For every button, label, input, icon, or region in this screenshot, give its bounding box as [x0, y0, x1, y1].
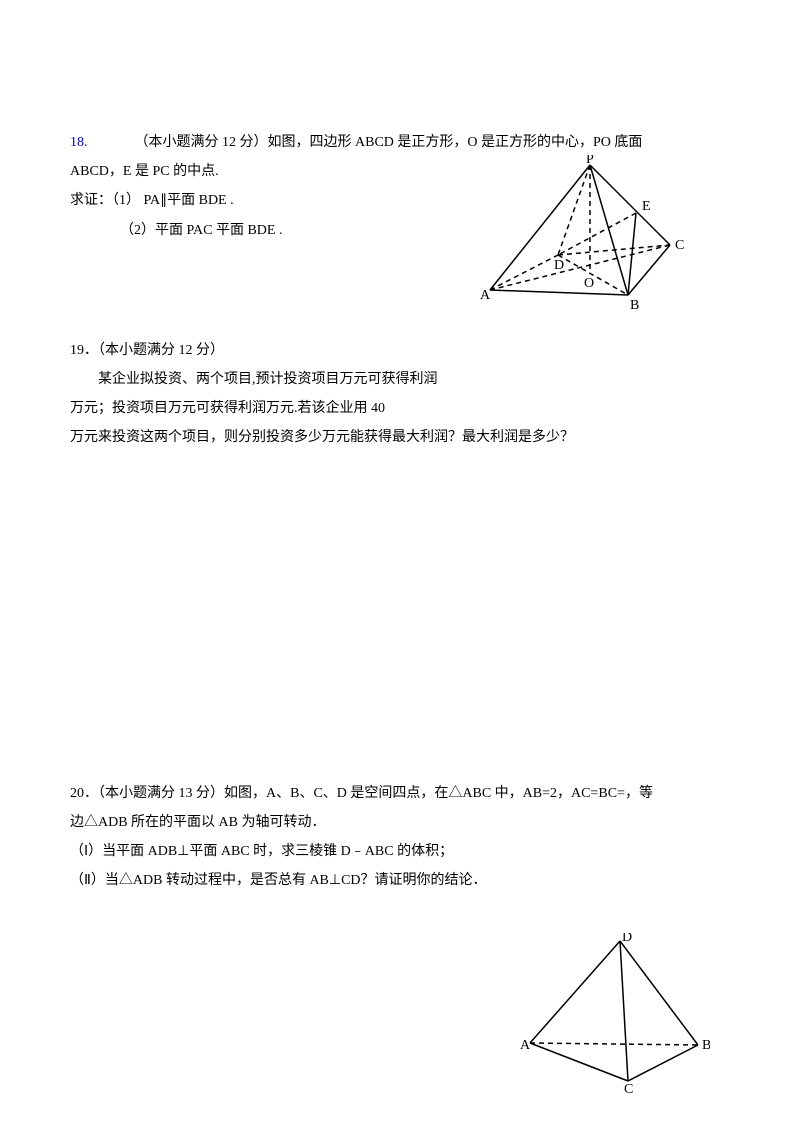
text: 某企业拟投资、两个项目,预计投资项目万元可获得利润: [98, 372, 438, 387]
problem-18: 18. （本小题满分 12 分）如图，四边形 ABCD 是正方形，O 是正方形的…: [70, 130, 730, 243]
label-b: B: [630, 298, 639, 313]
line: 18. （本小题满分 12 分）如图，四边形 ABCD 是正方形，O 是正方形的…: [70, 130, 730, 155]
line: 万元来投资这两个项目，则分别投资多少万元能获得最大利润？最大利润是多少？: [70, 425, 730, 450]
spacer: [70, 471, 730, 781]
line: 万元；投资项目万元可获得利润万元.若该企业用 40: [70, 396, 730, 421]
text: （本小题满分 13 分）如图，A、B、C、D 是空间四点，在△ABC 中，AB=…: [98, 786, 653, 801]
label-d: D: [554, 258, 564, 273]
line: （Ⅰ）当平面 ADB⊥平面 ABC 时，求三棱锥 D﹣ABC 的体积；: [70, 839, 730, 864]
label-e: E: [642, 199, 651, 214]
problem-number: 20．: [70, 786, 98, 801]
line: 19．（本小题满分 12 分）: [70, 338, 730, 363]
line: 20．（本小题满分 13 分）如图，A、B、C、D 是空间四点，在△ABC 中，…: [70, 781, 730, 806]
label-d: D: [622, 933, 632, 945]
figure-pyramid: P E C B O D A: [480, 155, 690, 324]
figure-tetra: D A B C: [520, 933, 710, 1102]
line: 某企业拟投资、两个项目,预计投资项目万元可获得利润: [70, 367, 730, 392]
line: 边△ADB 所在的平面以 AB 为轴可转动．: [70, 810, 730, 835]
label-c: C: [675, 238, 684, 253]
problem-20: 20．（本小题满分 13 分）如图，A、B、C、D 是空间四点，在△ABC 中，…: [70, 781, 730, 894]
label-o: O: [584, 276, 594, 291]
label-b: B: [702, 1038, 710, 1053]
line: （Ⅱ）当△ADB 转动过程中，是否总有 AB⊥CD？请证明你的结论．: [70, 868, 730, 893]
text: （本小题满分 12 分）如图，四边形 ABCD 是正方形，O 是正方形的中心，P…: [135, 135, 643, 150]
problem-number: 18.: [70, 135, 88, 150]
label-a: A: [480, 288, 491, 303]
text: （本小题满分 12 分）: [98, 343, 224, 358]
label-a: A: [520, 1038, 531, 1053]
label-c: C: [624, 1082, 633, 1093]
problem-number: 19．: [70, 343, 98, 358]
label-p: P: [586, 155, 594, 167]
problem-19: 19．（本小题满分 12 分） 某企业拟投资、两个项目,预计投资项目万元可获得利…: [70, 338, 730, 451]
